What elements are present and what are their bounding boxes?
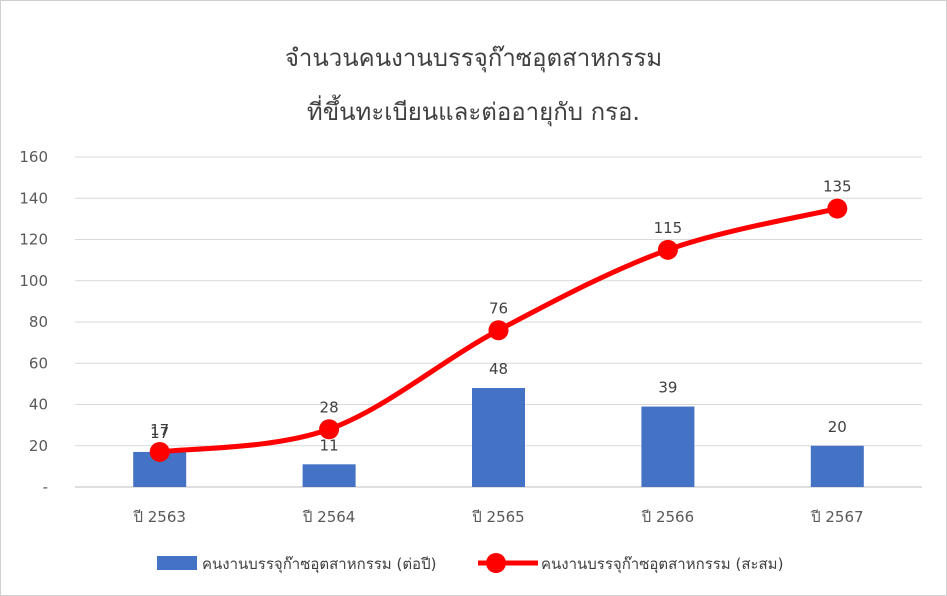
x-tick-label: ปี 2565 [471, 508, 524, 526]
legend-swatch-marker [486, 553, 506, 573]
line-point [149, 441, 170, 462]
y-tick-label: 20 [29, 437, 48, 455]
chart-title-line2: ที่ขึ้นทะเบียนและต่ออายุกับ กรอ. [306, 98, 641, 126]
legend-label-line: คนงานบรรจุก๊าซอุตสาหกรรม (สะสม) [541, 555, 783, 574]
bar-data-label: 48 [489, 360, 508, 378]
bar-data-label: 11 [320, 436, 339, 454]
chart-title-line1: จำนวนคนงานบรรจุก๊าซอุตสาหกรรม [284, 44, 663, 72]
bar-data-label: 20 [828, 418, 847, 436]
bar [472, 388, 525, 487]
y-tick-label: 140 [19, 189, 48, 207]
bar [302, 464, 356, 487]
bar-data-label: 39 [658, 379, 677, 397]
line-data-label: 17 [150, 421, 169, 439]
y-tick-label: - [43, 478, 48, 496]
x-tick-label: ปี 2567 [810, 508, 863, 526]
legend-label-bar: คนงานบรรจุก๊าซอุตสาหกรรม (ต่อปี) [202, 555, 436, 574]
line-data-label: 135 [823, 178, 852, 196]
line-point [319, 419, 340, 440]
line-data-label: 115 [654, 219, 683, 237]
y-tick-label: 60 [29, 354, 48, 372]
y-tick-label: 80 [29, 313, 48, 331]
bar-data-label: 17 [150, 424, 169, 442]
bar [810, 445, 864, 487]
x-tick-label: ปี 2563 [133, 508, 186, 526]
line-point [827, 198, 848, 219]
legend-swatch-bar [157, 556, 197, 570]
x-tick-label: ปี 2564 [302, 508, 355, 526]
y-tick-label: 160 [19, 148, 48, 166]
line-point [488, 320, 509, 341]
line-point [657, 239, 678, 260]
line-data-label: 76 [489, 299, 508, 317]
y-tick-label: 120 [19, 231, 48, 249]
y-tick-label: 100 [19, 272, 48, 290]
line-data-label: 28 [320, 398, 339, 416]
bar [641, 406, 695, 487]
x-tick-label: ปี 2566 [641, 508, 694, 526]
y-tick-label: 40 [29, 396, 48, 414]
